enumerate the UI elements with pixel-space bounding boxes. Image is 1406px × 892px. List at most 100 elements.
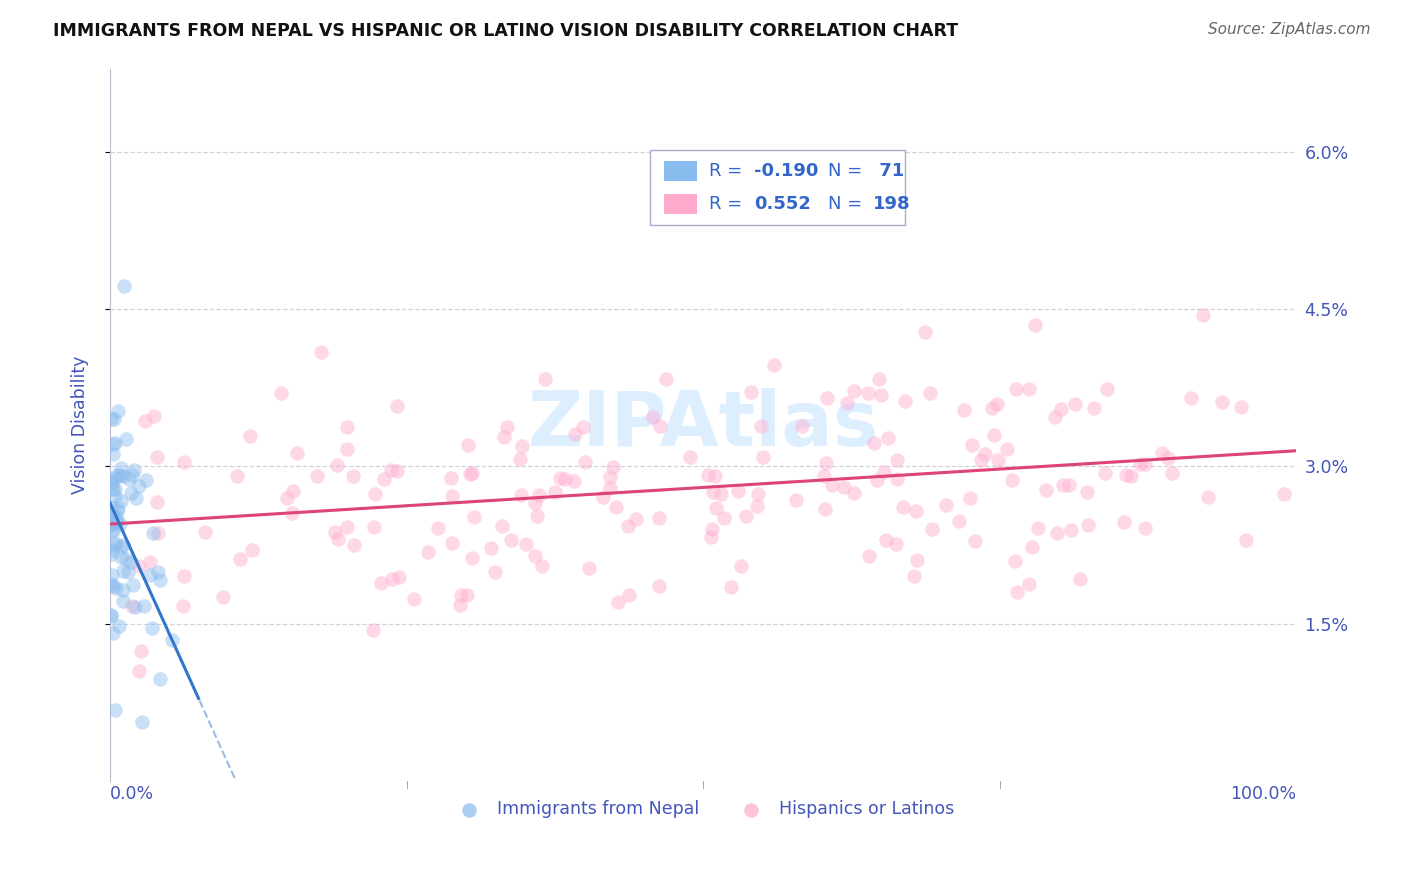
Point [713,511,735,525]
Point [1050,402,1073,417]
Point [700,529,723,543]
Point [884,537,907,551]
Point [1076,485,1098,500]
Point [143,409,166,423]
Point [361,623,384,637]
Point [1018,576,1040,591]
Point [305,469,328,483]
Point [450,588,472,602]
Text: N =: N = [828,195,868,213]
Point [101,524,124,538]
Point [905,553,928,567]
Point [523,549,546,563]
Text: ZIPAtlas: ZIPAtlas [527,388,879,461]
Point [100,577,122,591]
Point [105,509,128,524]
Point [574,455,596,469]
Point [986,397,1008,411]
Point [969,452,991,467]
Point [654,372,676,386]
FancyBboxPatch shape [664,161,697,181]
Point [554,472,576,486]
Point [104,536,127,550]
Point [1077,517,1099,532]
Point [710,487,733,501]
Point [101,625,124,640]
Y-axis label: Vision Disability: Vision Disability [72,355,89,494]
Text: R =: R = [709,195,748,213]
Point [108,468,131,483]
Point [363,520,385,534]
Point [730,558,752,573]
Point [548,471,571,485]
Point [1064,397,1087,411]
Point [172,599,194,613]
Text: 71: 71 [873,162,904,180]
Point [103,412,125,426]
Point [1001,473,1024,487]
Point [385,399,408,413]
Text: IMMIGRANTS FROM NEPAL VS HISPANIC OR LATINO VISION DISABILITY CORRELATION CHART: IMMIGRANTS FROM NEPAL VS HISPANIC OR LAT… [53,22,959,40]
Point [404,592,426,607]
Point [134,414,156,428]
Point [904,504,927,518]
Text: 0.0%: 0.0% [110,785,155,803]
Point [100,609,122,624]
Point [752,450,775,465]
Point [457,438,479,452]
Point [387,464,409,478]
Point [463,510,485,524]
Point [894,394,917,409]
Point [101,508,124,522]
Point [965,533,987,548]
Point [858,549,880,563]
Point [342,469,364,483]
Point [149,672,172,686]
Point [735,508,758,523]
Point [960,438,983,452]
Point [103,538,125,552]
Point [1035,483,1057,497]
Point [285,446,308,460]
Point [461,550,484,565]
Point [146,450,169,465]
Point [112,583,135,598]
Point [101,578,124,592]
Point [104,489,127,503]
Point [679,450,702,464]
Point [727,484,749,499]
Point [1095,382,1118,396]
Text: -0.190: -0.190 [754,162,818,180]
Point [526,509,548,524]
Point [364,486,387,500]
Point [564,427,586,442]
Point [118,472,141,486]
Point [935,498,957,512]
Point [105,504,128,518]
Point [440,489,463,503]
Point [832,481,855,495]
Point [571,420,593,434]
Point [592,490,614,504]
Point [1161,466,1184,480]
Point [617,588,640,602]
Point [617,519,640,533]
Point [100,608,122,623]
Point [326,458,349,473]
Point [835,396,858,410]
Point [641,410,664,425]
Point [100,476,122,491]
Point [842,384,865,398]
Point [121,599,143,613]
Point [1150,445,1173,459]
Point [747,487,769,501]
Point [821,477,844,491]
Point [1026,521,1049,535]
Point [173,569,195,583]
Point [914,326,936,340]
Point [484,565,506,579]
Point [101,516,124,531]
Point [980,401,1002,416]
Point [110,549,132,564]
Point [427,521,450,535]
